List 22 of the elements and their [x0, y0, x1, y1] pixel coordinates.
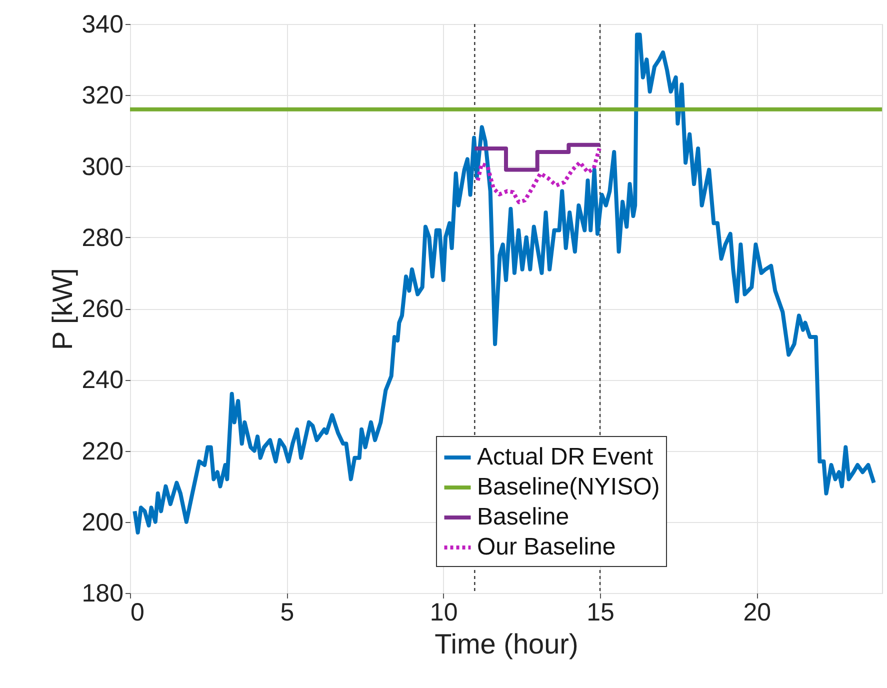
- y-tick-label: 320: [82, 82, 124, 110]
- legend-label: Baseline(NYISO): [477, 474, 660, 500]
- y-tick-label: 300: [82, 152, 124, 181]
- y-tick-label: 220: [82, 437, 124, 466]
- y-tick-label: 280: [82, 224, 124, 252]
- y-axis-title: P [kW]: [46, 268, 78, 350]
- legend-label: Baseline: [477, 504, 570, 530]
- legend-label: Our Baseline: [477, 534, 616, 560]
- y-tick-label: 200: [82, 508, 124, 536]
- x-tick-label: 10: [430, 598, 458, 626]
- x-tick-label: 5: [280, 598, 294, 626]
- legend-label: Actual DR Event: [477, 444, 654, 470]
- line-series: [132, 32, 876, 535]
- y-tick-label: 180: [82, 580, 124, 608]
- line-series: [476, 146, 602, 204]
- x-tick-label: 15: [586, 598, 614, 626]
- y-tick-label: 260: [82, 295, 124, 323]
- x-tick-label: 20: [743, 598, 772, 626]
- x-axis-title: Time (hour): [434, 628, 578, 660]
- y-tick-label: 340: [82, 10, 124, 38]
- x-tick-label: 0: [130, 598, 144, 626]
- y-tick-label: 240: [82, 366, 124, 394]
